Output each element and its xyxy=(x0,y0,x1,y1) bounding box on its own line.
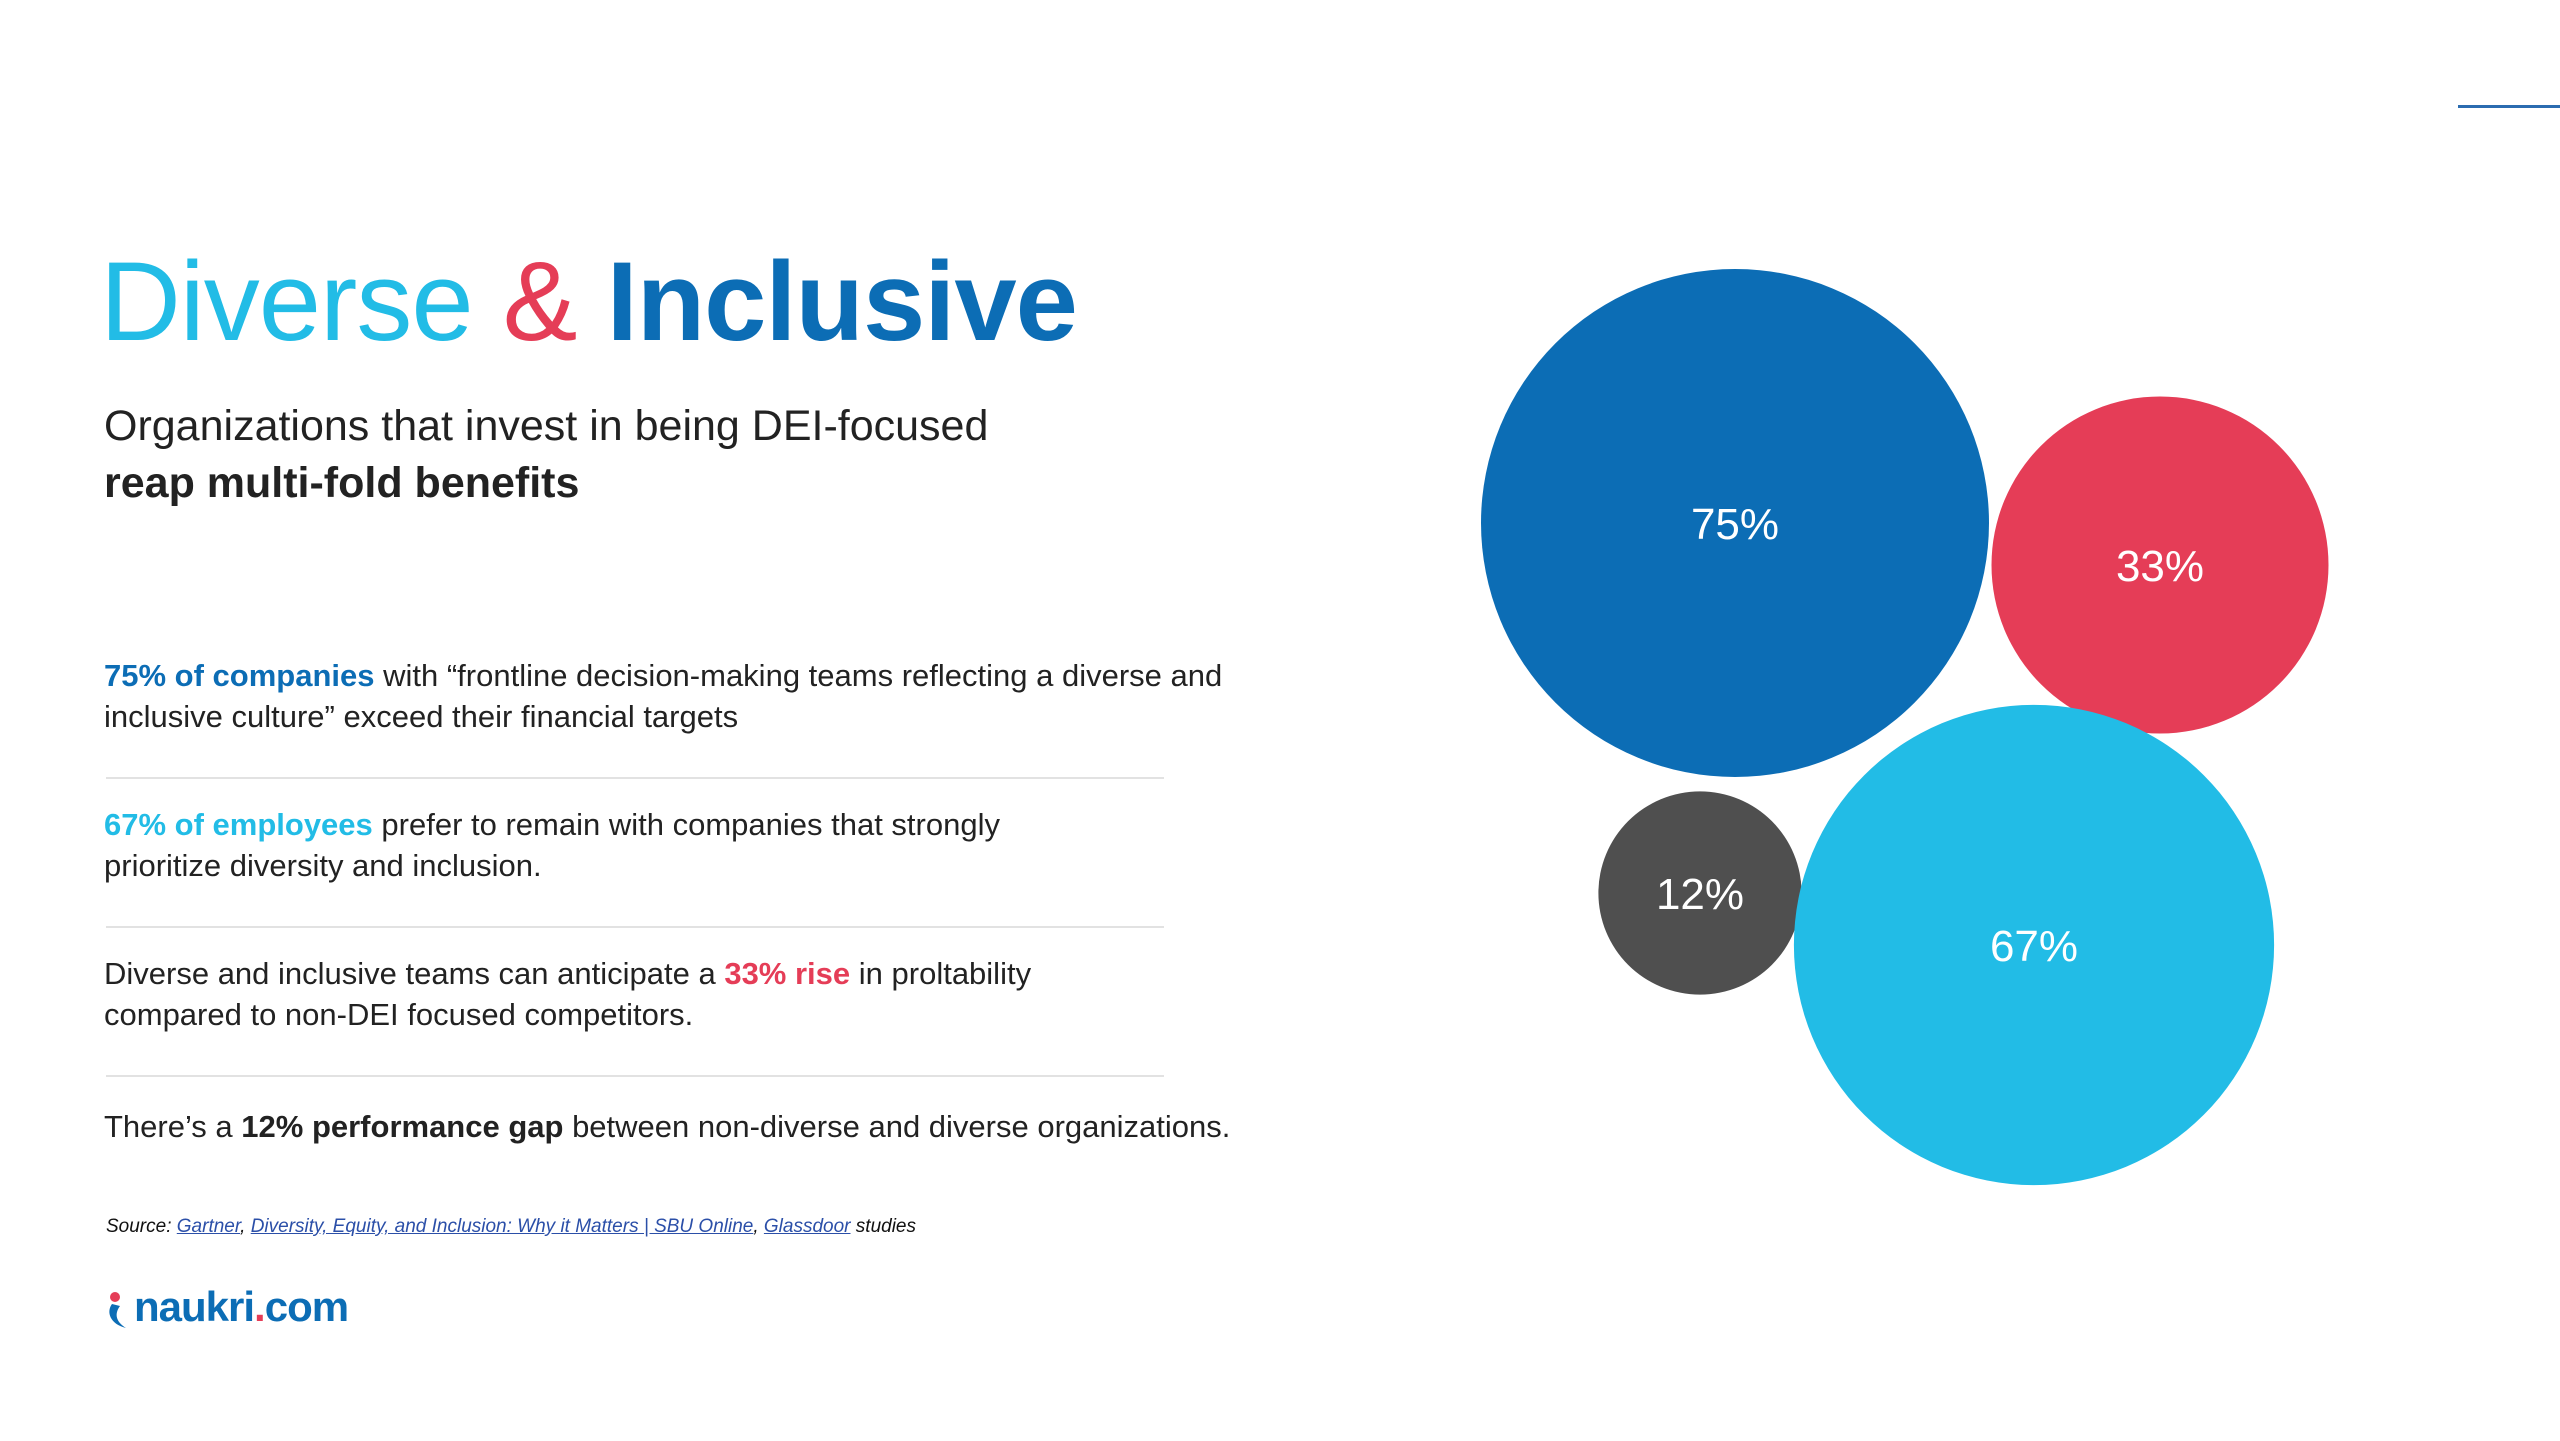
bubble-label-75: 75% xyxy=(1691,500,1779,549)
stat-highlight: 12% performance gap xyxy=(241,1109,564,1144)
bubble-75 xyxy=(1481,269,1989,777)
stat-75-companies: 75% of companies with “frontline decisio… xyxy=(104,655,1254,737)
title-word-diverse: Diverse xyxy=(100,239,474,364)
logo-text: naukri.com xyxy=(134,1282,349,1332)
stat-highlight: 67% of employees xyxy=(104,807,373,842)
naukri-logo: naukri.com xyxy=(104,1282,404,1332)
subtitle-line-2: reap multi-fold benefits xyxy=(104,459,580,507)
page-title: Diverse & Inclusive xyxy=(100,232,1078,372)
stat-33-rise: Diverse and inclusive teams can anticipa… xyxy=(104,953,1104,1035)
stat-67-employees: 67% of employees prefer to remain with c… xyxy=(104,804,1004,886)
stat-text: with “frontline decision-making teams re… xyxy=(104,658,1223,734)
stat-text-after: in proltability compared to non-DEI focu… xyxy=(104,956,1032,1032)
source-link-glassdoor[interactable]: Glassdoor xyxy=(763,1216,851,1237)
subtitle: Organizations that invest in being DEI-f… xyxy=(104,398,1204,512)
source-link-gartner[interactable]: Gartner xyxy=(176,1216,241,1237)
divider xyxy=(106,926,1164,928)
subtitle-line-1: Organizations that invest in being DEI-f… xyxy=(104,402,989,450)
stat-highlight: 75% of companies xyxy=(104,658,375,693)
title-ampersand: & xyxy=(502,239,578,364)
stat-text-before: There’s a xyxy=(104,1109,242,1144)
logo-tld: com xyxy=(264,1283,349,1330)
divider xyxy=(106,1075,1164,1077)
stat-text-before: Diverse and inclusive teams can anticipa… xyxy=(104,956,725,991)
bubble-12 xyxy=(1598,791,1802,995)
logo-dot: . xyxy=(254,1283,266,1330)
bubble-label-12: 12% xyxy=(1656,870,1744,919)
stat-text: prefer to remain with companies that str… xyxy=(104,807,1000,883)
source-suffix: studies xyxy=(855,1216,916,1237)
title-word-inclusive: Inclusive xyxy=(606,239,1078,364)
source-separator: , xyxy=(240,1216,246,1237)
top-accent-line xyxy=(2458,105,2560,108)
source-separator: , xyxy=(753,1216,759,1237)
logo-name: naukri xyxy=(134,1283,255,1330)
divider xyxy=(106,777,1164,779)
bubble-33 xyxy=(1991,396,2329,734)
source-note: Source: Gartner, Diversity, Equity, and … xyxy=(106,1216,916,1238)
source-label: Source: xyxy=(106,1216,172,1237)
bubble-label-67: 67% xyxy=(1990,922,2078,971)
bubble-label-33: 33% xyxy=(2116,542,2204,591)
source-link-sbu-online[interactable]: Diversity, Equity, and Inclusion: Why it… xyxy=(250,1216,754,1237)
stat-12-gap: There’s a 12% performance gap between no… xyxy=(104,1106,1364,1147)
bubble-67 xyxy=(1793,704,2275,1186)
stat-text-after: between non-diverse and diverse organiza… xyxy=(563,1109,1231,1144)
stat-highlight: 33% rise xyxy=(724,956,851,991)
naukri-logo-mark-icon xyxy=(109,1292,126,1328)
